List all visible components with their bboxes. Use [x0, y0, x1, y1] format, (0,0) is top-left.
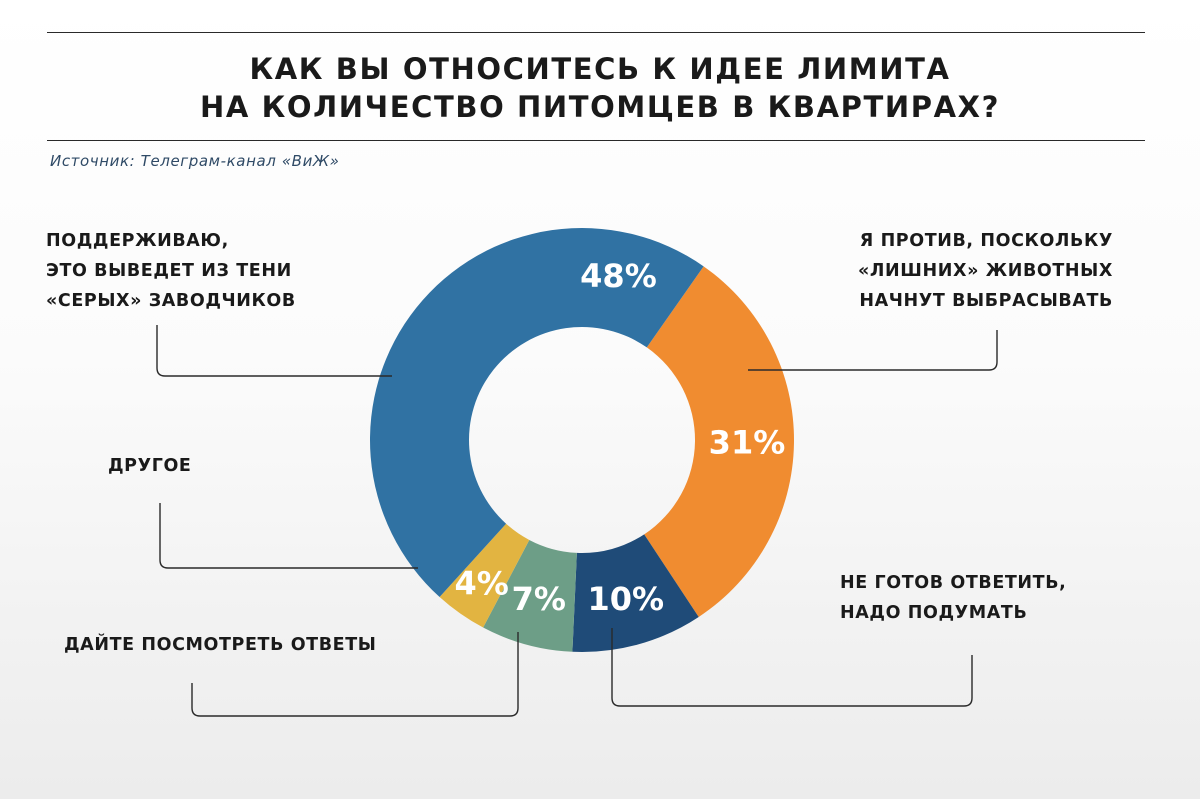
percent-labels: 31% 10% 7%4% 48%: [454, 257, 785, 618]
label-support: ПОДДЕРЖИВАЮ, ЭТО ВЫВЕДЕТ ИЗ ТЕНИ «СЕРЫХ»…: [46, 231, 296, 311]
percent-label-support: 48%: [580, 257, 657, 295]
source-note: Источник: Телеграм-канал «ВиЖ»: [50, 152, 340, 170]
slice-support: [369, 227, 704, 598]
slice-other: [439, 523, 530, 628]
percent-label-against: 31%: [709, 423, 786, 461]
slice-against: [644, 266, 794, 617]
label-other: ДРУГОЕ: [108, 456, 192, 476]
title-line-2: НА КОЛИЧЕСТВО ПИТОМЦЕВ В КВАРТИРАХ?: [199, 90, 1001, 124]
percent-label-undecided: 10%: [588, 580, 665, 618]
label-show-answers: ДАЙТЕ ПОСМОТРЕТЬ ОТВЕТЫ: [64, 635, 377, 655]
leader-line-against: [748, 330, 998, 371]
leader-line-show-answers: [191, 632, 519, 717]
title-line-1: КАК ВЫ ОТНОСИТЕСЬ К ИДЕЕ ЛИМИТА: [249, 52, 951, 86]
leader-line-undecided: [611, 628, 973, 707]
slice-show-answers: [483, 539, 577, 652]
leader-lines: [156, 325, 998, 717]
slice-undecided: [572, 534, 699, 652]
title-bottom-rule: [47, 140, 1145, 141]
label-undecided: НЕ ГОТОВ ОТВЕТИТЬ, НАДО ПОДУМАТЬ: [840, 573, 1067, 623]
percent-label-show-answers: 7%: [512, 580, 566, 618]
donut-slices: [369, 227, 794, 652]
percent-label-other: 4%: [454, 564, 508, 602]
leader-line-other: [159, 503, 418, 569]
chart-title: КАК ВЫ ОТНОСИТЕСЬ К ИДЕЕ ЛИМИТА НА КОЛИЧ…: [0, 50, 1200, 126]
leader-line-support: [156, 325, 392, 377]
top-rule: [47, 32, 1145, 33]
label-against: Я ПРОТИВ, ПОСКОЛЬКУ «ЛИШНИХ» ЖИВОТНЫХ НА…: [858, 231, 1113, 311]
